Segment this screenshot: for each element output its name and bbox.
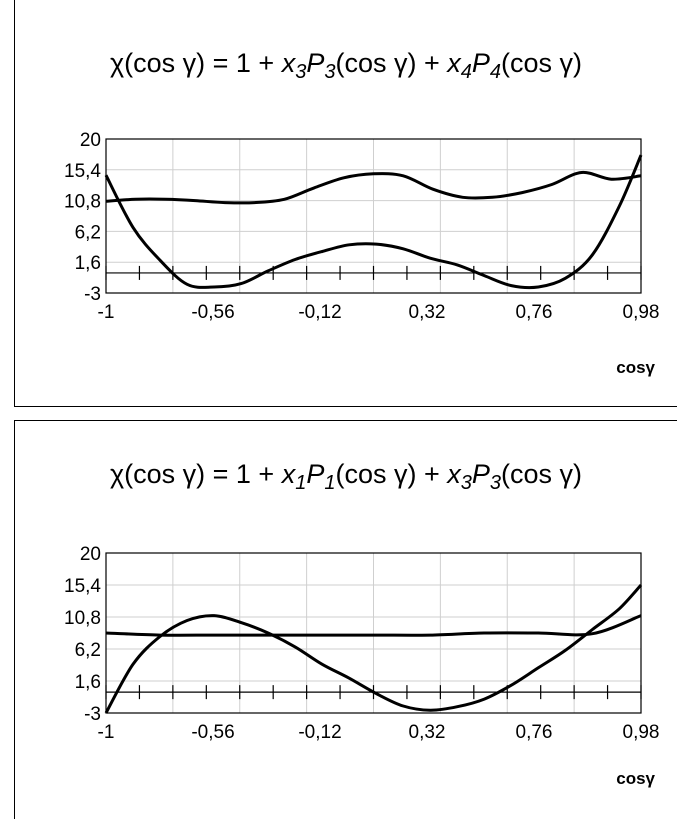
y-tick-label: -3 bbox=[84, 284, 101, 305]
x-tick-label: -1 bbox=[98, 302, 115, 323]
x-tick-label: 0,98 bbox=[623, 722, 660, 743]
x-tick-labels: -1 -0,56 -0,12 0,32 0,76 0,98 bbox=[98, 302, 660, 323]
y-tick-label: 20 bbox=[80, 130, 101, 151]
y-tick-label: -3 bbox=[84, 704, 101, 725]
y-tick-label: 10,8 bbox=[64, 608, 101, 629]
series-line-1 bbox=[105, 170, 642, 205]
tick-marks bbox=[105, 265, 642, 280]
plot-area bbox=[105, 138, 642, 294]
x-tick-label: -0,56 bbox=[191, 722, 234, 743]
x-tick-label: 0,32 bbox=[409, 722, 446, 743]
y-tick-label: 15,4 bbox=[64, 161, 101, 182]
y-tick-label: 20 bbox=[80, 544, 101, 565]
x-axis-label: cosγ bbox=[616, 358, 655, 377]
chart-svg-bottom: χ(cos γ) = 1 + x1P1(cos γ) + x3P3(cos γ)… bbox=[64, 459, 660, 788]
y-tick-label: 6,2 bbox=[75, 640, 101, 661]
series-line-2 bbox=[104, 154, 643, 290]
series-line-2 bbox=[104, 583, 643, 714]
series-line-1 bbox=[105, 614, 642, 637]
chart-svg-top: χ(cos γ) = 1 + x3P3(cos γ) + x4P4(cos γ)… bbox=[64, 48, 660, 377]
chart-panel-top: χ(cos γ) = 1 + x3P3(cos γ) + x4P4(cos γ)… bbox=[14, 0, 677, 407]
y-tick-label: 15,4 bbox=[64, 576, 101, 597]
y-tick-label: 10,8 bbox=[64, 192, 101, 213]
x-tick-label: -0,12 bbox=[298, 302, 341, 323]
series-lines bbox=[104, 154, 643, 290]
y-tick-labels: -3 1,6 6,2 10,8 15,4 20 bbox=[64, 544, 101, 725]
series-lines bbox=[104, 583, 643, 714]
y-tick-label: 1,6 bbox=[75, 253, 101, 274]
chart-title-bottom: χ(cos γ) = 1 + x1P1(cos γ) + x3P3(cos γ) bbox=[110, 459, 582, 494]
x-tick-label: 0,76 bbox=[516, 722, 553, 743]
x-tick-label: -0,56 bbox=[191, 302, 234, 323]
x-tick-label: 0,32 bbox=[409, 302, 446, 323]
chart-panel-bottom: χ(cos γ) = 1 + x1P1(cos γ) + x3P3(cos γ)… bbox=[14, 420, 677, 819]
y-tick-label: 6,2 bbox=[75, 222, 101, 243]
x-tick-labels: -1 -0,56 -0,12 0,32 0,76 0,98 bbox=[98, 722, 660, 743]
chart-title-top: χ(cos γ) = 1 + x3P3(cos γ) + x4P4(cos γ) bbox=[110, 48, 582, 83]
x-axis-label: cosγ bbox=[616, 769, 655, 788]
y-tick-labels: -3 1,6 6,2 10,8 15,4 20 bbox=[64, 130, 101, 305]
x-tick-label: 0,76 bbox=[516, 302, 553, 323]
x-tick-label: -1 bbox=[98, 722, 115, 743]
y-tick-label: 1,6 bbox=[75, 672, 101, 693]
x-tick-label: 0,98 bbox=[623, 302, 660, 323]
x-tick-label: -0,12 bbox=[298, 722, 341, 743]
